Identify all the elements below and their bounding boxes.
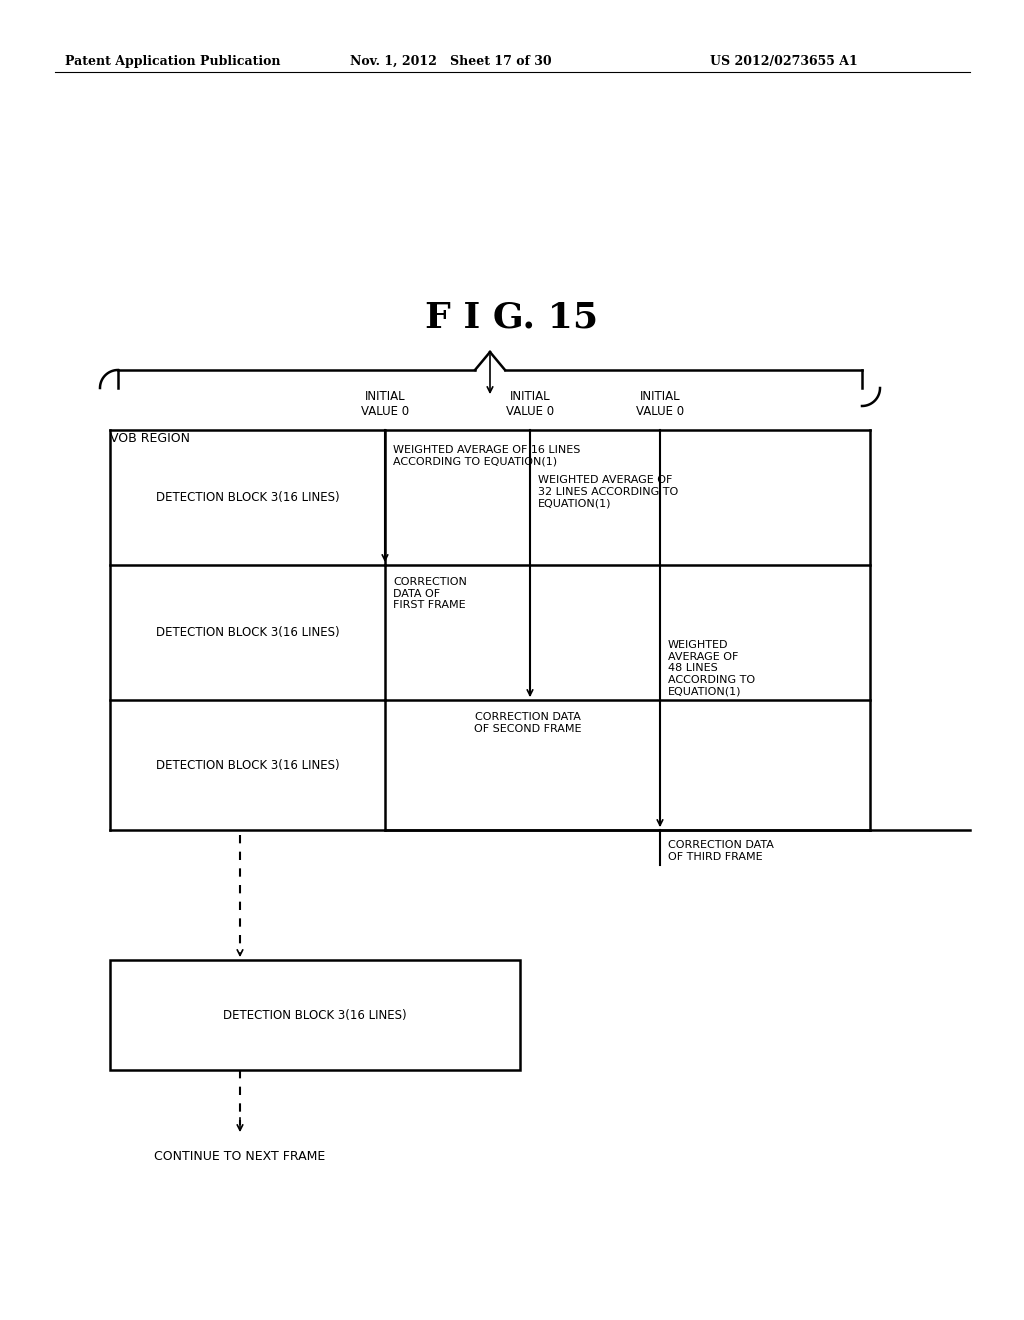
Text: INITIAL
VALUE 0: INITIAL VALUE 0	[506, 389, 554, 418]
Text: CORRECTION DATA
OF SECOND FRAME: CORRECTION DATA OF SECOND FRAME	[474, 711, 582, 734]
Text: F I G. 15: F I G. 15	[425, 300, 599, 334]
Text: INITIAL
VALUE 0: INITIAL VALUE 0	[360, 389, 409, 418]
Text: DETECTION BLOCK 3(16 LINES): DETECTION BLOCK 3(16 LINES)	[223, 1008, 407, 1022]
Text: WEIGHTED
AVERAGE OF
48 LINES
ACCORDING TO
EQUATION(1): WEIGHTED AVERAGE OF 48 LINES ACCORDING T…	[668, 640, 755, 697]
Text: INITIAL
VALUE 0: INITIAL VALUE 0	[636, 389, 684, 418]
Text: WEIGHTED AVERAGE OF 16 LINES
ACCORDING TO EQUATION(1): WEIGHTED AVERAGE OF 16 LINES ACCORDING T…	[393, 445, 581, 466]
Bar	[110, 960, 520, 1071]
Text: WEIGHTED AVERAGE OF
32 LINES ACCORDING TO
EQUATION(1): WEIGHTED AVERAGE OF 32 LINES ACCORDING T…	[538, 475, 678, 508]
Text: DETECTION BLOCK 3(16 LINES): DETECTION BLOCK 3(16 LINES)	[156, 759, 339, 771]
Text: CORRECTION DATA
OF THIRD FRAME: CORRECTION DATA OF THIRD FRAME	[668, 840, 774, 862]
Text: DETECTION BLOCK 3(16 LINES): DETECTION BLOCK 3(16 LINES)	[156, 491, 339, 504]
Text: Nov. 1, 2012   Sheet 17 of 30: Nov. 1, 2012 Sheet 17 of 30	[350, 55, 552, 69]
Text: Patent Application Publication: Patent Application Publication	[65, 55, 281, 69]
Text: US 2012/0273655 A1: US 2012/0273655 A1	[710, 55, 858, 69]
Text: VOB REGION: VOB REGION	[110, 432, 190, 445]
Text: CONTINUE TO NEXT FRAME: CONTINUE TO NEXT FRAME	[155, 1150, 326, 1163]
Text: CORRECTION
DATA OF
FIRST FRAME: CORRECTION DATA OF FIRST FRAME	[393, 577, 467, 610]
Text: DETECTION BLOCK 3(16 LINES): DETECTION BLOCK 3(16 LINES)	[156, 626, 339, 639]
